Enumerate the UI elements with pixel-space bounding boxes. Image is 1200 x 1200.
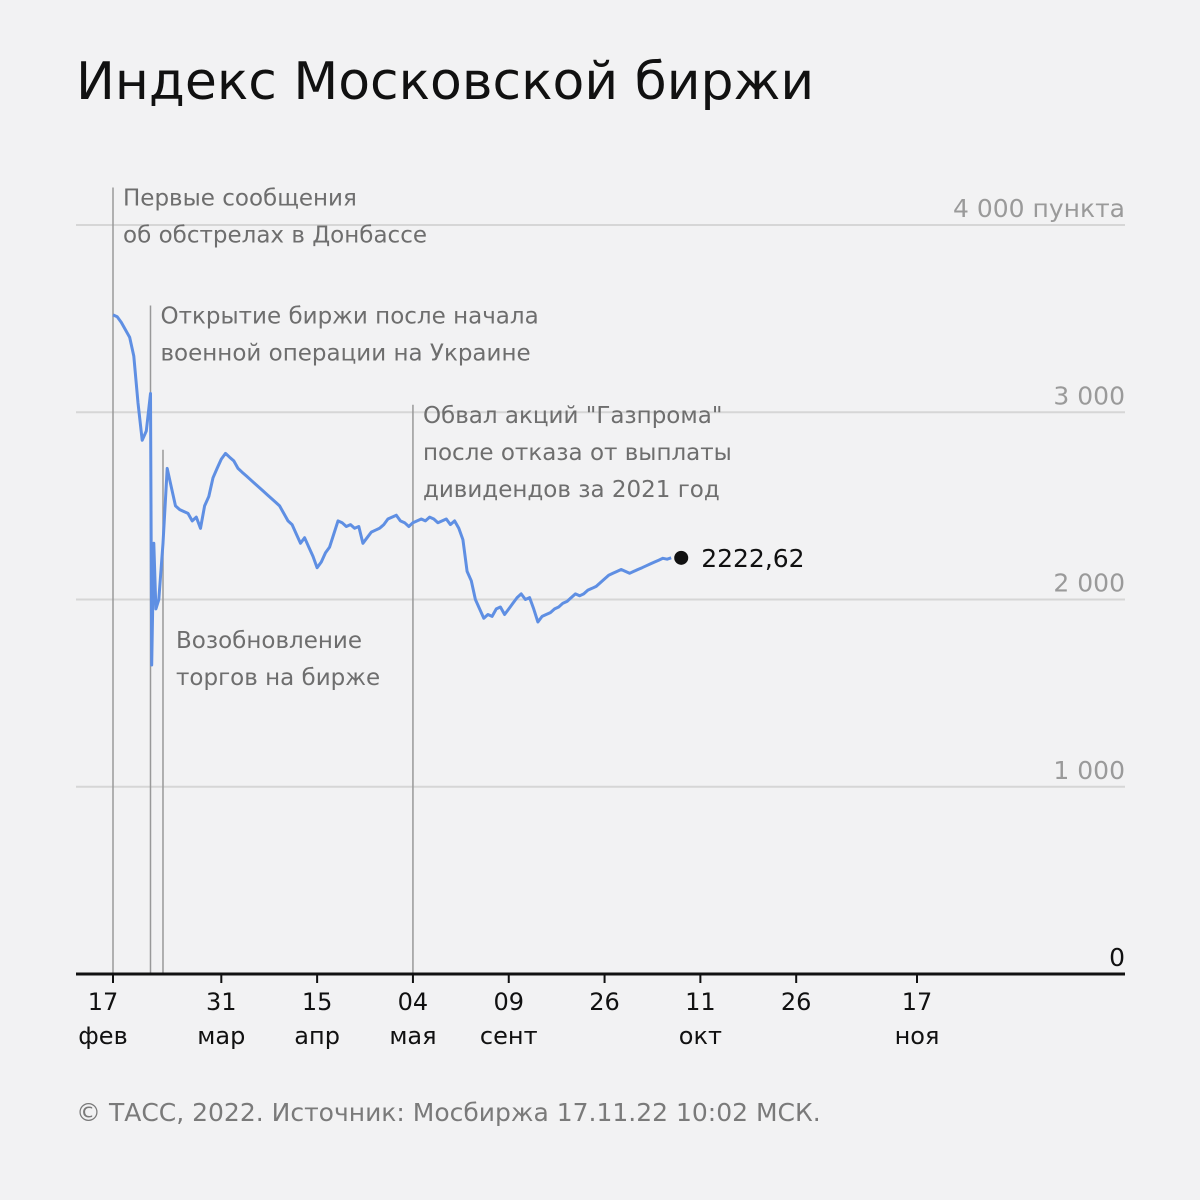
y-tick-label: 0 (1109, 943, 1125, 972)
annotation-text: Первые сообщения (123, 186, 357, 212)
x-tick-label: 04 (398, 988, 429, 1016)
annotation-text: Возобновление (176, 628, 362, 654)
x-tick-label: 31 (206, 988, 237, 1016)
source-footer: © ТАСС, 2022. Источник: Мосбиржа 17.11.2… (76, 1098, 821, 1127)
annotation-text: Открытие биржи после начала (160, 304, 538, 330)
last-value-marker (674, 550, 689, 565)
chart-title: Индекс Московской биржи (76, 52, 815, 112)
last-value-label: 2222,62 (701, 544, 804, 573)
x-tick-label: 17 (88, 988, 119, 1016)
x-tick-label: 26 (589, 988, 620, 1016)
annotation-text: об обстрелах в Донбассе (123, 223, 427, 249)
x-tick-label: 11 (685, 988, 716, 1016)
annotation-text: Обвал акций "Газпрома" (423, 403, 722, 429)
x-tick-sublabel: фев (78, 1022, 127, 1050)
annotation-text: дивидендов за 2021 год (423, 477, 720, 503)
annotation-text: после отказа от выплаты (423, 440, 732, 466)
y-tick-label: 1 000 (1053, 756, 1125, 785)
x-tick-sublabel: мар (197, 1022, 245, 1050)
series: 2222,62 (112, 313, 805, 667)
x-tick-label: 26 (781, 988, 812, 1016)
x-tick-label: 09 (493, 988, 524, 1016)
y-tick-label: 3 000 (1053, 381, 1125, 410)
x-tick-sublabel: ноя (895, 1022, 940, 1050)
y-tick-label: 2 000 (1053, 569, 1125, 598)
x-tick-sublabel: окт (679, 1022, 722, 1050)
annotation-text: торгов на бирже (176, 665, 380, 691)
y-tick-label: 4 000 пункта (953, 194, 1125, 223)
x-tick-sublabel: мая (389, 1022, 436, 1050)
annotation-text: военной операции на Украине (160, 341, 530, 367)
x-tick-label: 17 (902, 988, 933, 1016)
axes: 17 фев 31 мар 15 апр 04 мая 09 сент 26 11 окт 26 17 ноя (76, 972, 1125, 1050)
x-tick-label: 15 (302, 988, 333, 1016)
annotations: Первые сообщения об обстрелах в Донбассе О… (112, 186, 732, 974)
x-tick-sublabel: сент (480, 1022, 538, 1050)
x-tick-sublabel: апр (294, 1022, 340, 1050)
grid-lines: 0 1 000 2 000 3 000 4 000 пункта (76, 194, 1125, 972)
series-line (112, 313, 672, 667)
